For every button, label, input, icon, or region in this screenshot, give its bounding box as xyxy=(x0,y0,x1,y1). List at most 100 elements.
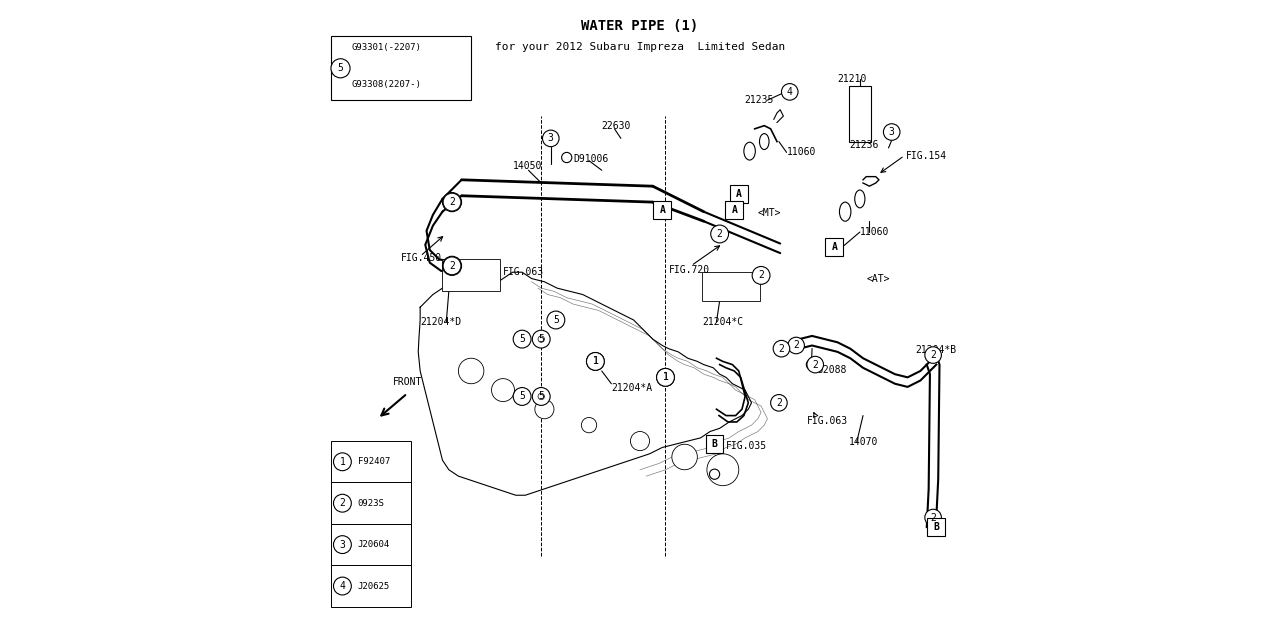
FancyBboxPatch shape xyxy=(928,518,945,536)
Text: 3: 3 xyxy=(888,127,895,137)
Text: 1: 1 xyxy=(339,457,346,467)
Circle shape xyxy=(925,347,941,364)
Circle shape xyxy=(513,330,531,348)
FancyBboxPatch shape xyxy=(705,435,723,453)
Ellipse shape xyxy=(840,202,851,221)
FancyBboxPatch shape xyxy=(726,202,744,220)
Text: 5: 5 xyxy=(520,334,525,344)
Text: 5: 5 xyxy=(539,334,544,344)
Circle shape xyxy=(883,124,900,140)
Circle shape xyxy=(538,394,544,399)
Text: 11060: 11060 xyxy=(860,227,890,237)
Text: FIG.720: FIG.720 xyxy=(668,266,710,275)
Bar xyxy=(332,524,411,565)
Text: 21204*A: 21204*A xyxy=(612,383,653,393)
Text: A: A xyxy=(736,189,741,199)
Text: 2: 2 xyxy=(717,229,723,239)
Text: J20625: J20625 xyxy=(357,582,390,591)
Text: 11060: 11060 xyxy=(787,147,815,157)
Circle shape xyxy=(586,353,604,371)
Text: 1: 1 xyxy=(593,356,598,367)
Circle shape xyxy=(547,311,564,329)
Circle shape xyxy=(334,577,351,595)
Text: A: A xyxy=(659,205,666,216)
Text: WATER PIPE (1): WATER PIPE (1) xyxy=(581,19,699,33)
Circle shape xyxy=(771,394,787,411)
Text: 4: 4 xyxy=(339,581,346,591)
Text: <AT>: <AT> xyxy=(867,273,890,284)
Circle shape xyxy=(806,360,817,370)
Circle shape xyxy=(492,379,515,401)
Text: 21235: 21235 xyxy=(744,95,773,105)
Text: 5: 5 xyxy=(553,315,559,325)
Text: for your 2012 Subaru Impreza  Limited Sedan: for your 2012 Subaru Impreza Limited Sed… xyxy=(495,42,785,52)
Circle shape xyxy=(535,399,554,419)
Circle shape xyxy=(657,369,675,387)
Circle shape xyxy=(532,388,550,405)
Text: 21236: 21236 xyxy=(849,140,878,150)
Text: 3: 3 xyxy=(339,540,346,550)
Circle shape xyxy=(458,358,484,384)
Text: A: A xyxy=(731,205,737,216)
Text: B: B xyxy=(933,522,940,532)
Circle shape xyxy=(532,330,550,348)
Circle shape xyxy=(334,453,351,470)
Ellipse shape xyxy=(855,190,865,208)
Text: 2: 2 xyxy=(778,344,785,354)
Text: 2: 2 xyxy=(339,498,346,508)
Bar xyxy=(332,483,411,524)
Circle shape xyxy=(334,494,351,512)
Circle shape xyxy=(535,333,548,346)
Circle shape xyxy=(535,390,548,403)
Circle shape xyxy=(806,356,823,373)
Bar xyxy=(443,259,499,291)
Text: 2: 2 xyxy=(449,261,454,271)
Text: FIG.154: FIG.154 xyxy=(906,150,947,161)
Circle shape xyxy=(581,417,596,433)
Text: 2: 2 xyxy=(931,350,936,360)
Text: 14070: 14070 xyxy=(849,437,878,447)
Circle shape xyxy=(657,369,675,387)
Circle shape xyxy=(753,266,771,284)
Text: 5: 5 xyxy=(539,392,544,401)
Circle shape xyxy=(543,130,559,147)
Circle shape xyxy=(443,193,462,212)
Text: 22630: 22630 xyxy=(602,121,631,131)
Text: 21204*D: 21204*D xyxy=(420,317,461,327)
Text: FIG.063: FIG.063 xyxy=(806,416,849,426)
Bar xyxy=(332,441,411,483)
Circle shape xyxy=(925,509,941,526)
Text: FIG.063: FIG.063 xyxy=(503,268,544,277)
Text: 2: 2 xyxy=(931,513,936,522)
Text: 2: 2 xyxy=(449,197,454,207)
Text: FIG.450: FIG.450 xyxy=(401,253,442,262)
Text: 21210: 21210 xyxy=(837,74,867,84)
Text: 1: 1 xyxy=(593,356,598,367)
Text: FIG.035: FIG.035 xyxy=(726,441,767,451)
Text: G93308(2207-): G93308(2207-) xyxy=(352,80,422,89)
Text: 14050: 14050 xyxy=(512,161,541,171)
Text: ▪: ▪ xyxy=(552,136,559,141)
Circle shape xyxy=(710,225,728,243)
Circle shape xyxy=(709,469,719,479)
Text: 1: 1 xyxy=(663,372,668,382)
Text: <MT>: <MT> xyxy=(758,208,781,218)
Circle shape xyxy=(443,257,461,275)
Circle shape xyxy=(773,340,790,357)
Text: 21204*B: 21204*B xyxy=(915,345,956,355)
Circle shape xyxy=(787,337,804,354)
Ellipse shape xyxy=(759,134,769,150)
Text: B: B xyxy=(712,439,718,449)
Text: G93301(-2207): G93301(-2207) xyxy=(352,43,422,52)
Text: 2: 2 xyxy=(794,340,799,351)
Circle shape xyxy=(672,444,698,470)
Bar xyxy=(332,36,471,100)
Text: 1: 1 xyxy=(663,372,668,382)
FancyBboxPatch shape xyxy=(730,185,748,203)
Text: FRONT: FRONT xyxy=(393,377,422,387)
Circle shape xyxy=(443,256,462,275)
Bar xyxy=(849,86,872,141)
Text: 5: 5 xyxy=(520,392,525,401)
Circle shape xyxy=(586,353,604,371)
Ellipse shape xyxy=(744,142,755,160)
